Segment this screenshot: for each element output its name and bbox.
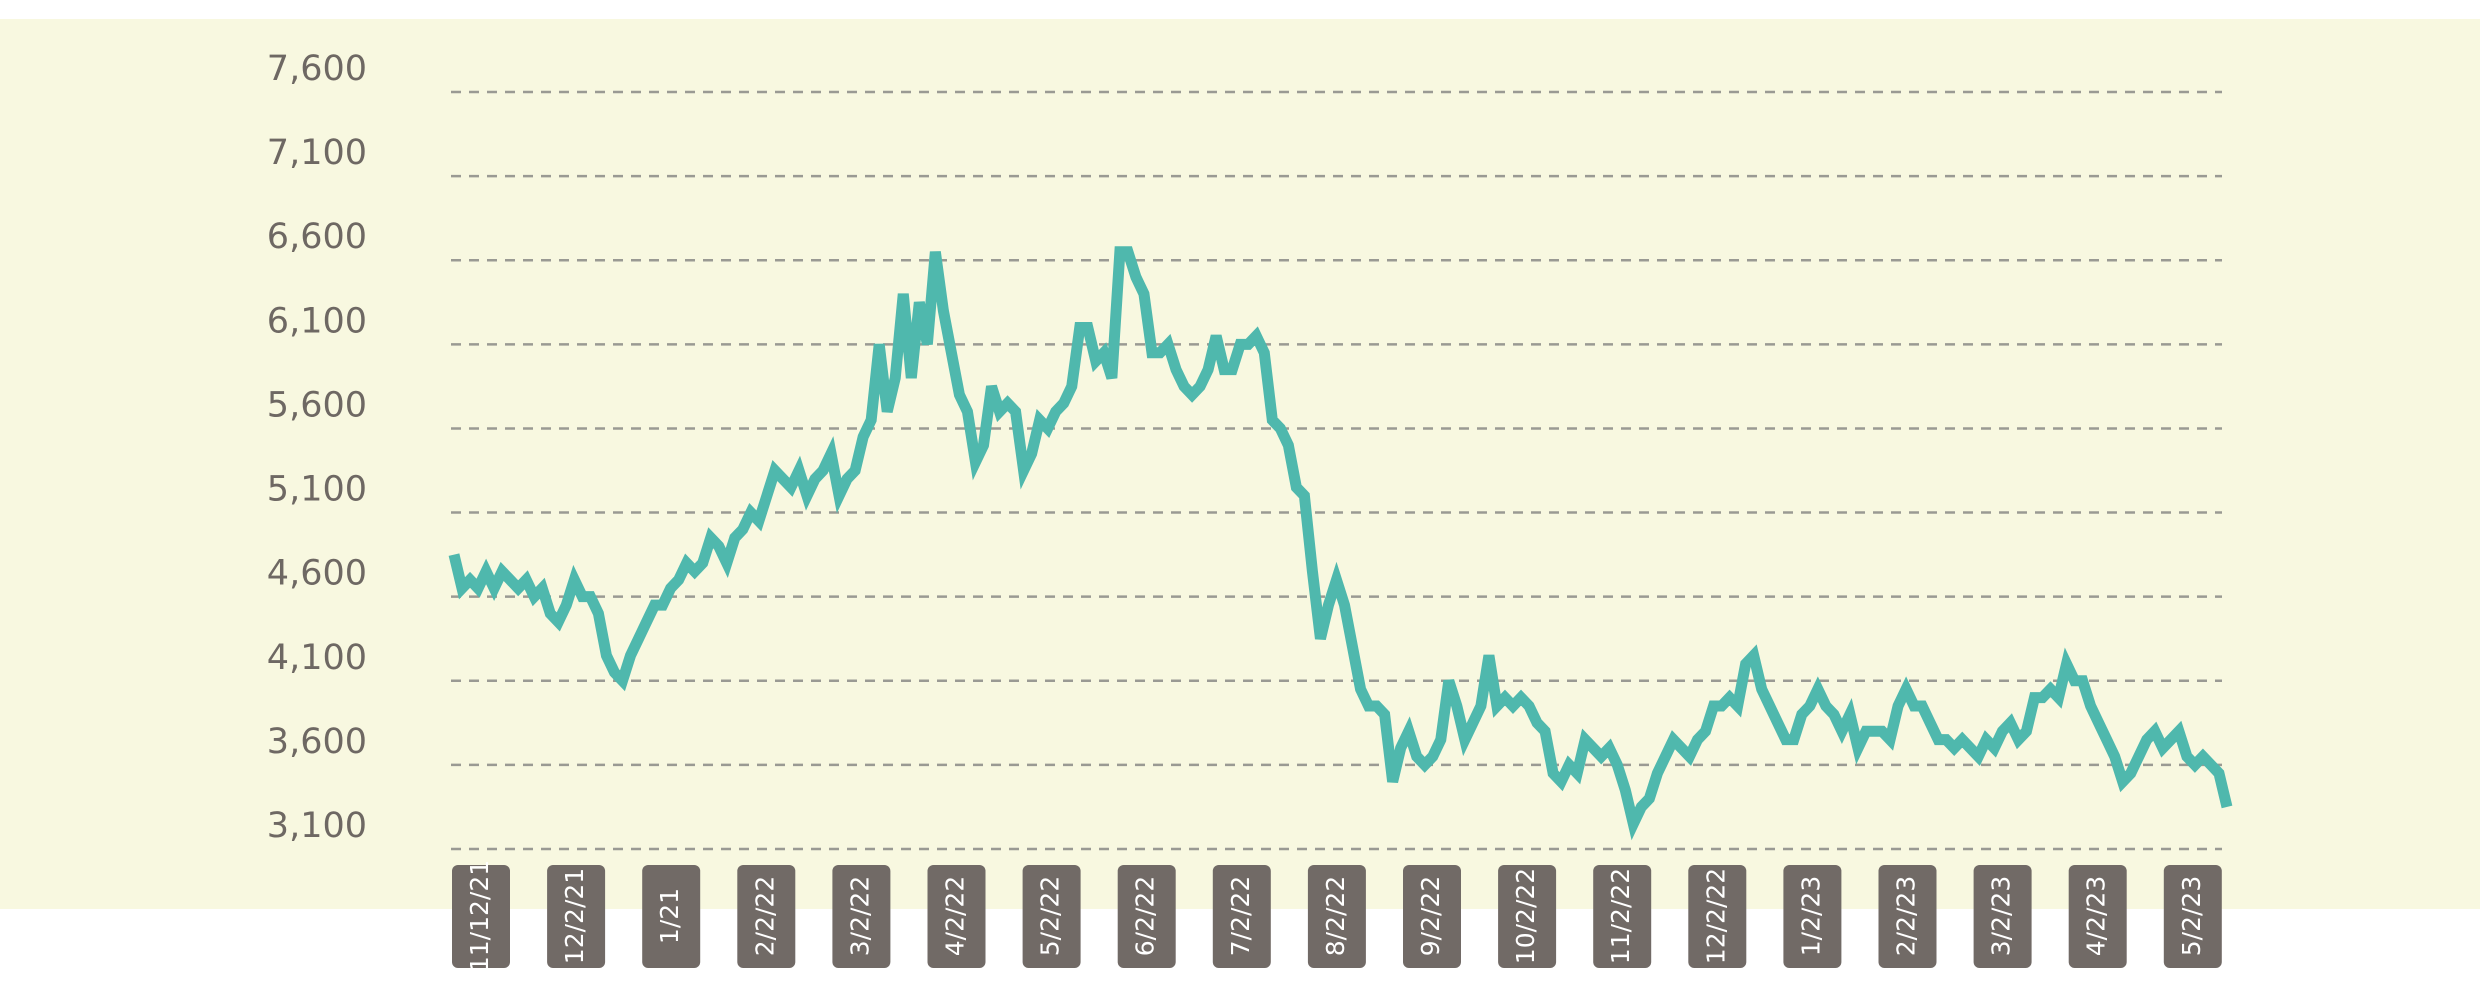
x-label-box [1878,865,1937,968]
y-tick-label: 4,100 [267,638,367,678]
x-tick-label: 5/2/23 [2177,876,2206,956]
x-label-box [1022,865,1081,968]
y-tick-label: 7,600 [267,49,367,89]
panel [0,19,2480,909]
x-tick-label: 4/2/23 [2082,876,2111,956]
x-label-box [1593,865,1652,968]
x-tick-label: 1/21 [655,888,684,944]
x-tick-label: 3/2/23 [1987,876,2016,956]
x-label-box [642,865,701,968]
x-tick-label: 12/2/21 [560,868,589,964]
x-label-box [1117,865,1176,968]
x-tick-label: 9/2/22 [1416,876,1445,956]
y-tick-label: 5,100 [267,470,367,510]
x-label-box [1498,865,1557,968]
x-label-box [1973,865,2032,968]
x-tick-label: 11/2/22 [1606,868,1635,964]
x-tick-label: 12/2/22 [1701,868,1730,964]
y-tick-label: 4,600 [267,554,367,594]
x-label-box [1783,865,1842,968]
x-label-box [1212,865,1271,968]
x-tick-label: 6/2/22 [1131,876,1160,956]
x-label-box [547,865,606,968]
x-tick-label: 10/2/22 [1511,868,1540,964]
x-label-box [737,865,796,968]
x-tick-label: 5/2/22 [1036,876,1065,956]
x-label-box [1688,865,1747,968]
x-tick-label: 3/2/22 [845,876,874,956]
y-tick-label: 6,600 [267,217,367,257]
x-label-box [1403,865,1461,968]
y-tick-label: 3,600 [267,722,367,762]
y-tick-label: 5,600 [267,385,367,425]
x-label-box [2163,865,2222,968]
x-label-box [1307,865,1366,968]
x-label-box [927,865,986,968]
y-tick-label: 7,100 [267,133,367,173]
x-tick-label: 8/2/22 [1321,876,1350,956]
y-tick-label: 3,100 [267,806,367,846]
line [448,246,2233,841]
x-tick-label: 1/2/23 [1796,876,1825,956]
x-label-box [2068,865,2127,968]
x-tick-label: 4/2/22 [941,876,970,956]
x-tick-label: 7/2/22 [1226,876,1255,956]
x-tick-label: 2/2/23 [1892,876,1921,956]
x-tick-label: 2/2/22 [750,876,779,956]
x-label-box [452,865,510,968]
x-tick-label: 11/12/21 [465,860,494,972]
y-tick-label: 6,100 [267,301,367,341]
x-label-box [832,865,891,968]
